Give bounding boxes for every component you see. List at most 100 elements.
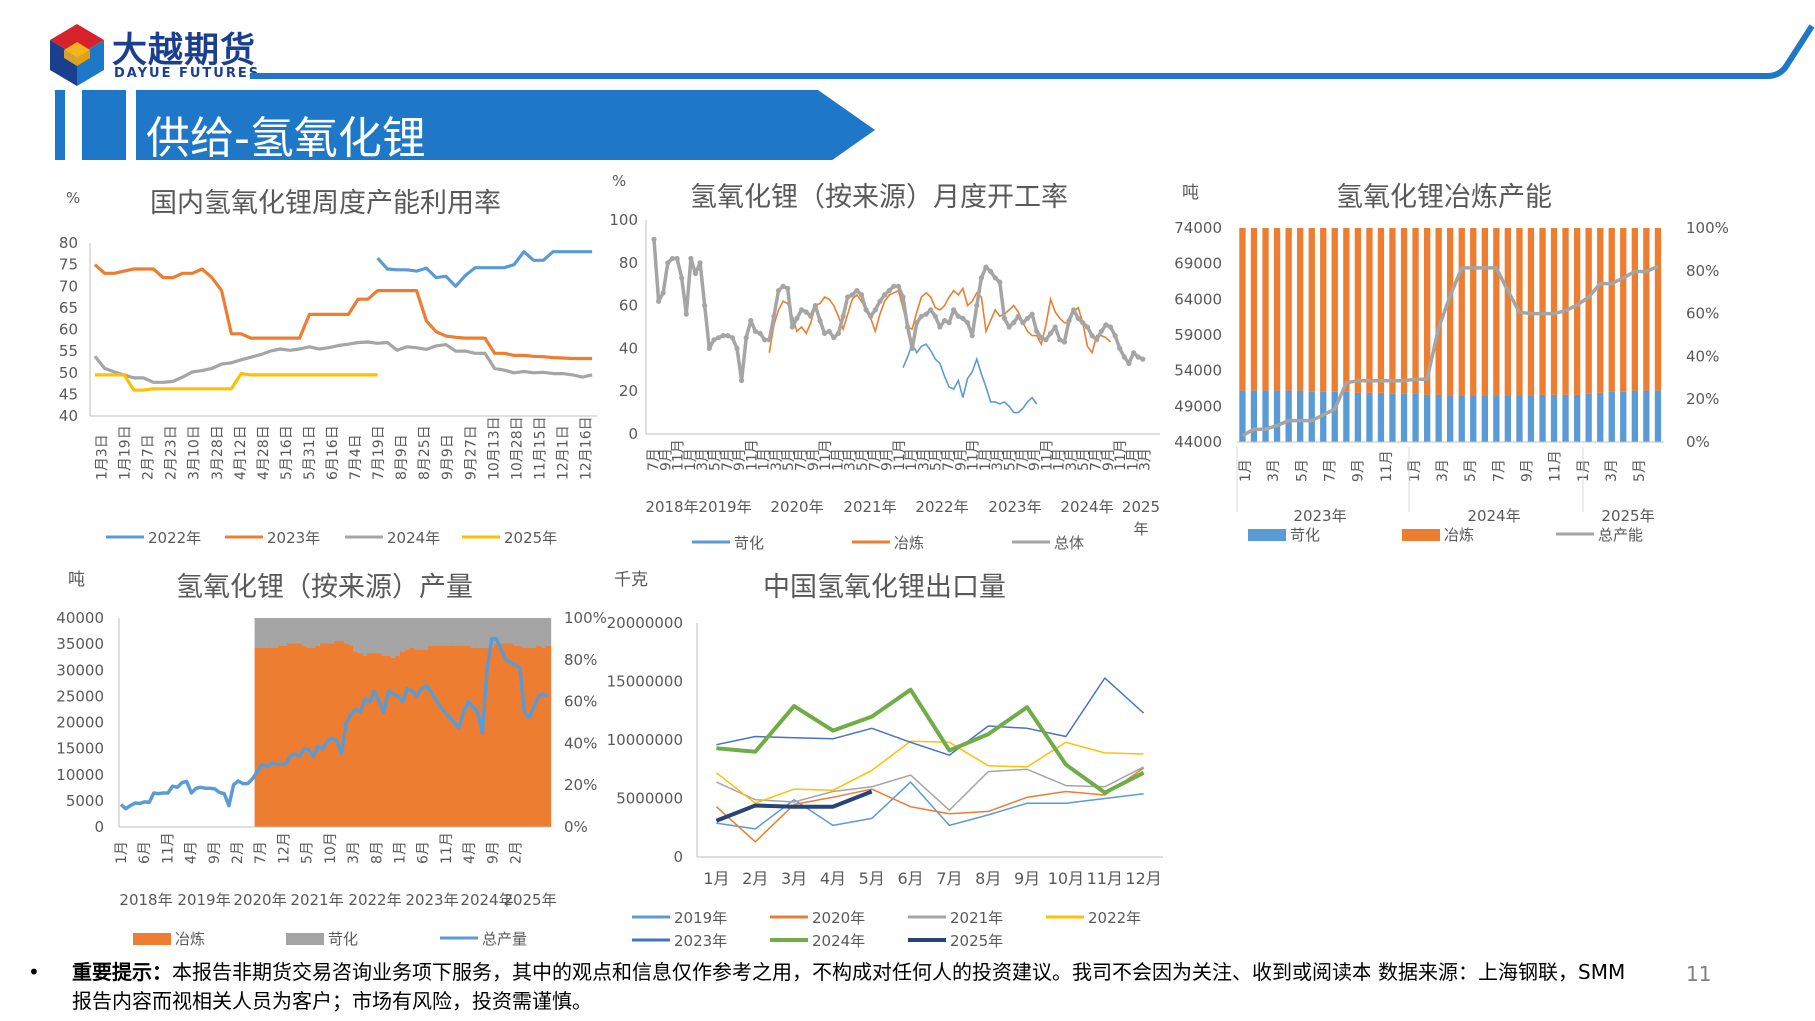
chart4-area-yelian — [522, 647, 528, 827]
chart2-x-year: 2018年 — [645, 498, 698, 516]
chart4-area-kehua — [432, 618, 439, 646]
chart4-area-kehua — [348, 618, 355, 646]
chart2-y-tick: 20 — [619, 382, 638, 400]
chart3-legend-item: 总产能 — [1598, 526, 1643, 544]
chart4-area-yelian — [376, 653, 383, 827]
chart2-x-month: 1月 — [1125, 448, 1141, 471]
chart3-bar-kehua — [1608, 391, 1615, 442]
chart2-point — [1015, 313, 1021, 319]
chart2-point — [817, 318, 823, 324]
chart2-x-year-suffix: 年 — [1133, 520, 1148, 538]
chart2-y-tick: 100 — [609, 211, 638, 229]
chart4-area-kehua — [493, 618, 500, 644]
page-title: 供给-氢氧化锂 — [146, 113, 426, 164]
chart5-y-tick: 5000000 — [616, 790, 683, 808]
chart1-x-tick: 8月25日 — [417, 425, 433, 480]
chart2-x-month: 11月 — [1039, 439, 1055, 471]
chart4-area-kehua — [306, 618, 312, 648]
chart4-area-kehua — [479, 618, 486, 648]
chart2-point — [932, 313, 938, 319]
page-number: 11 — [1686, 962, 1712, 986]
chart3-bar-yelian — [1447, 228, 1454, 396]
chart2-point — [808, 313, 814, 319]
chart3-bar-yelian — [1273, 228, 1281, 391]
chart3-bar-kehua — [1389, 393, 1396, 442]
chart4-area-kehua — [357, 618, 364, 654]
chart2-point — [835, 330, 842, 336]
chart3-bar-yelian — [1250, 228, 1258, 391]
chart2-point — [1117, 345, 1123, 351]
chart4-area-kehua — [376, 618, 383, 654]
chart2-point — [739, 377, 745, 384]
chart3-x-tick: 5月 — [1294, 459, 1310, 482]
chart4-y2-tick: 20% — [564, 776, 597, 794]
chart4-area-kehua — [489, 618, 495, 648]
chart4-area-yelian — [334, 641, 340, 827]
chart2-point — [706, 345, 712, 351]
chart3-y-tick: 74000 — [1174, 219, 1222, 237]
chart5-y-tick: 20000000 — [607, 614, 683, 632]
chart4-x-month: 4月 — [184, 841, 200, 864]
chart4-x-month: 6月 — [416, 841, 432, 864]
chart5-series-line — [716, 677, 1145, 756]
chart4-y-tick: 5000 — [66, 792, 104, 810]
chart4-y2-tick: 100% — [564, 609, 607, 627]
chart4-x-month: 1月 — [392, 841, 408, 864]
chart3-x-tick: 1月 — [1576, 459, 1592, 482]
chart4-area-yelian — [451, 645, 458, 827]
chart2-point — [983, 264, 989, 270]
chart1-x-tick: 11月15日 — [532, 416, 548, 480]
chart3-bar-kehua — [1239, 390, 1246, 442]
chart4-area-kehua — [367, 618, 373, 654]
chart4-y-tick: 20000 — [56, 714, 104, 732]
chart3-x-tick: 3月 — [1604, 459, 1620, 482]
chart1-legend-item: 2025年 — [504, 529, 557, 547]
chart4-area-kehua — [334, 618, 340, 641]
chart4-area-kehua — [442, 618, 448, 646]
chart2-point — [1094, 337, 1100, 343]
chart4-y-tick: 40000 — [56, 609, 104, 627]
chart4-area-kehua — [353, 618, 359, 652]
chart3-bar-kehua — [1447, 396, 1454, 442]
chart3-x-year: 2023年 — [1293, 507, 1346, 525]
chart3-y-tick: 69000 — [1174, 255, 1222, 273]
chart2-x-month: 3月 — [1138, 448, 1154, 471]
chart3-y2-tick: 20% — [1686, 390, 1719, 408]
chart5-x-tick: 2月 — [742, 869, 768, 888]
chart3-x-tick: 9月 — [1351, 459, 1367, 482]
chart4-area-kehua — [526, 618, 533, 648]
chart5-x-tick: 1月 — [703, 869, 729, 888]
chart4-area-kehua — [456, 618, 462, 646]
chart3-bar-kehua — [1620, 391, 1627, 442]
chart4-x-month: 2月 — [509, 841, 525, 864]
chart2-point — [955, 313, 961, 319]
chart5-x-tick: 6月 — [897, 869, 923, 888]
chart2-point — [1052, 324, 1058, 330]
chart2-point — [1080, 320, 1086, 326]
chart4-area-kehua — [301, 618, 308, 646]
chart4-area-yelian — [465, 645, 472, 827]
chart2-point — [826, 328, 832, 334]
chart1-x-tick: 12月16日 — [578, 416, 594, 480]
chart4-area-yelian — [418, 649, 425, 827]
chart3-x-tick: 3月 — [1266, 459, 1282, 482]
chart4-area-kehua — [320, 618, 326, 644]
chart3-x-tick: 3月 — [1435, 459, 1451, 482]
chart4-y-tick: 15000 — [56, 740, 104, 758]
chart2-x-month: 9月 — [658, 448, 674, 471]
chart3-series-line — [1241, 264, 1659, 438]
chart4-area-kehua — [287, 618, 294, 644]
chart4-area-kehua — [423, 618, 430, 650]
chart4-area-kehua — [395, 618, 401, 656]
chart3-bar-yelian — [1493, 228, 1500, 396]
chart3-bar-yelian — [1643, 228, 1650, 391]
chart1-x-tick: 7月4日 — [348, 434, 364, 480]
chart2-point — [1131, 350, 1137, 356]
chart4-title: 氢氧化锂（按来源）产量 — [176, 572, 473, 603]
chart4-area-yelian — [282, 645, 289, 827]
chart4-area-kehua — [400, 618, 406, 652]
chart2-x-month: 1月 — [683, 448, 699, 471]
chart2-point — [1121, 354, 1127, 360]
chart2-x-month: 9月 — [880, 448, 896, 471]
